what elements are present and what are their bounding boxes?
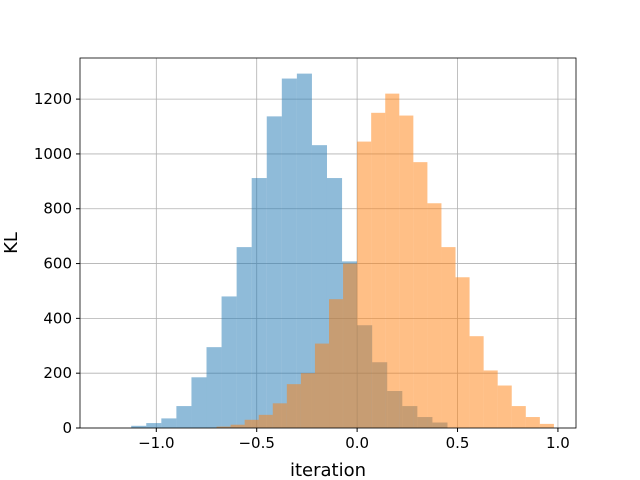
histogram-bar-series-2 [343,263,358,428]
y-tick-label: 1200 [34,90,72,108]
histogram-bar-series-2 [244,419,259,428]
histogram-bar-series-2 [371,112,386,428]
y-axis-label: KL [1,232,22,254]
histogram-bar-series-1 [176,406,192,428]
x-tick-label: 0.5 [446,434,470,452]
x-tick-label: −1.0 [138,434,174,452]
y-tick-label: 800 [43,200,72,218]
histogram-bar-series-2 [469,336,484,428]
histogram-bar-series-1 [191,377,207,428]
y-tick-label: 0 [62,419,72,437]
histogram-bar-series-2 [385,93,400,428]
y-tick-label: 200 [43,364,72,382]
histogram-bar-series-2 [427,203,442,428]
histogram-bar-series-2 [441,247,456,428]
histogram-bar-series-2 [483,370,498,428]
histogram-bar-series-2 [230,424,245,428]
histogram-bar-series-1 [146,423,162,428]
histogram-bar-series-1 [236,247,252,428]
histogram-bar-series-1 [161,418,177,428]
histogram-bar-series-2 [329,299,344,428]
histogram-bar-series-1 [266,116,282,428]
histogram-bars [131,73,554,429]
x-axis-label: iteration [290,460,366,480]
histogram-bar-series-2 [455,277,470,428]
histogram-bar-series-2 [357,141,372,428]
histogram-bar-series-2 [525,417,540,428]
axis-ticks: −1.0 −0.5 0.0 0.5 1.0 0 200 400 600 800 1000 1200 [34,90,570,452]
histogram-bar-series-2 [258,414,273,428]
histogram-bar-series-2 [314,343,330,428]
histogram-bar-series-2 [539,423,554,428]
x-tick-label: −0.5 [238,434,274,452]
histogram-bar-series-1 [221,296,237,428]
histogram-bar-series-1 [206,347,222,428]
histogram-bar-series-2 [272,403,287,428]
histogram-bar-series-1 [296,73,312,428]
histogram-bar-series-2 [497,385,512,428]
histogram-bar-series-1 [281,78,297,429]
histogram-bar-series-1 [131,425,147,428]
y-tick-label: 600 [43,255,72,273]
histogram-bar-series-1 [251,178,267,428]
y-tick-label: 1000 [34,145,72,163]
histogram-bar-series-2 [300,373,315,428]
x-tick-label: 0.0 [345,434,369,452]
histogram-bar-series-2 [413,162,428,429]
histogram-bar-series-2 [216,426,231,428]
y-tick-label: 400 [43,309,72,327]
histogram-bar-series-2 [286,384,301,428]
plot-frame [79,57,577,429]
histogram-bar-series-2 [399,115,414,429]
x-tick-label: 1.0 [546,434,570,452]
histogram-bar-series-2 [511,406,526,428]
